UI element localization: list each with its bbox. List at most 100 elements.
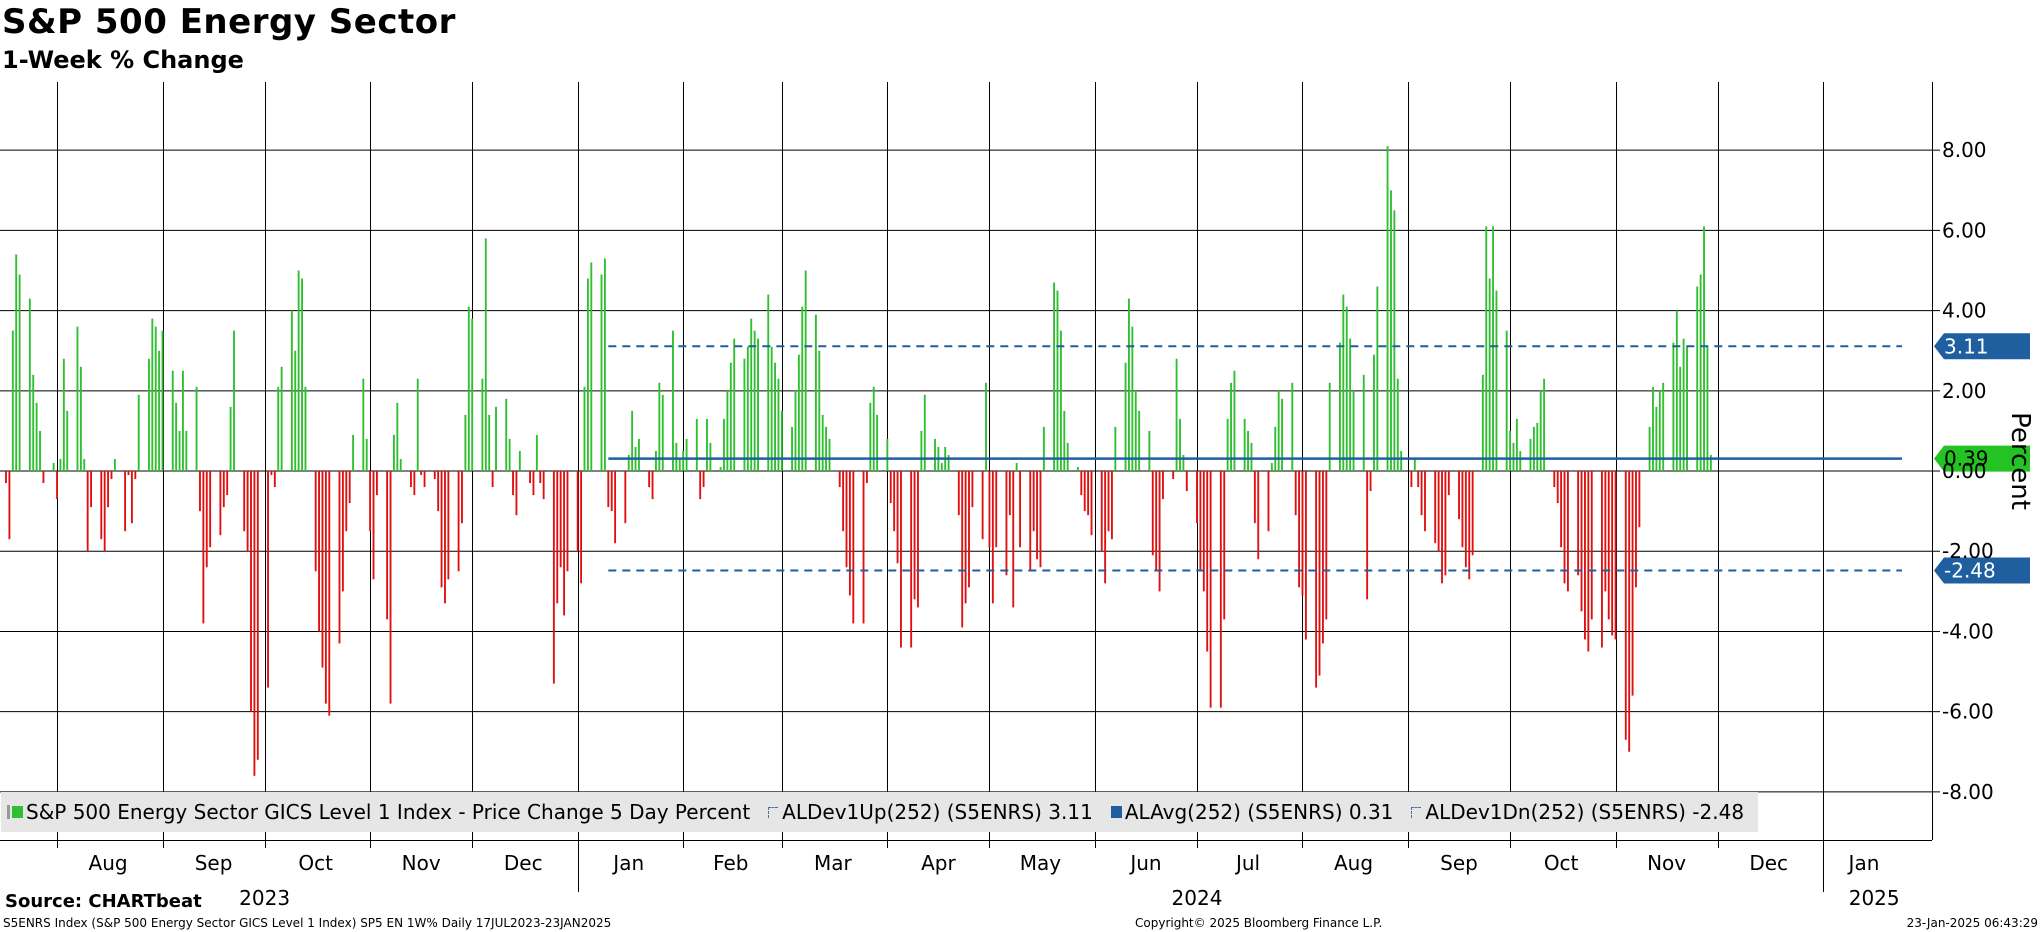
bar: [1393, 210, 1396, 472]
bar: [774, 362, 776, 472]
legend-item-avg[interactable]: ALAvg(252) (S5ENRS) 0.31: [1110, 800, 1393, 824]
bar: [845, 471, 848, 568]
bar: [1342, 294, 1345, 472]
bar: [1675, 310, 1678, 472]
bar: [79, 366, 82, 472]
bar: [719, 467, 722, 472]
y-tick-label: 4.00: [1942, 299, 1987, 323]
bar: [1366, 471, 1369, 600]
bar: [124, 471, 127, 532]
bar: [362, 378, 365, 472]
x-month-label: Aug: [89, 851, 128, 875]
bar: [1199, 471, 1202, 572]
bar: [1005, 471, 1008, 576]
bar: [1158, 471, 1161, 592]
bar: [1536, 422, 1539, 472]
bar: [1032, 471, 1035, 532]
bar: [1328, 382, 1331, 472]
bar: [420, 471, 423, 476]
y-tick-label: -2.00: [1942, 539, 1994, 563]
bar: [100, 471, 103, 540]
bar: [195, 386, 198, 472]
bar: [423, 471, 426, 488]
x-year-label: 2023: [239, 886, 290, 910]
legend-item-dev-down[interactable]: ALDev1Dn(252) (S5ENRS) -2.48: [1411, 800, 1744, 824]
bar: [651, 471, 654, 500]
bar: [1662, 382, 1665, 472]
chart-subtitle: 1-Week % Change: [2, 46, 244, 74]
bar: [365, 438, 368, 472]
bar: [246, 471, 249, 552]
bar: [1437, 471, 1440, 552]
bar: [1304, 471, 1307, 640]
bar: [1373, 354, 1375, 472]
bar-series: [5, 146, 1712, 776]
bar: [1628, 471, 1631, 752]
bar: [767, 294, 770, 472]
bar: [341, 471, 344, 592]
bar: [1202, 471, 1205, 592]
bar: [590, 262, 593, 472]
bar: [1703, 226, 1705, 472]
x-month-label: Jan: [611, 851, 644, 875]
bar: [1281, 398, 1284, 472]
bar: [185, 430, 188, 472]
bar: [1529, 438, 1532, 472]
bar: [1495, 290, 1498, 472]
x-month-label: Sep: [1440, 851, 1478, 875]
x-month-label: Jan: [1847, 851, 1880, 875]
bar: [161, 330, 164, 472]
bar: [706, 418, 708, 472]
bar: [985, 382, 987, 472]
bar: [410, 471, 412, 488]
y-tick-label: 0.00: [1942, 459, 1987, 483]
bar: [277, 386, 280, 472]
bar: [171, 370, 174, 472]
bar: [1611, 471, 1614, 636]
bar: [1321, 471, 1324, 644]
bar: [889, 471, 892, 504]
bar: [1461, 471, 1464, 548]
legend-item-dev-up[interactable]: ALDev1Up(252) (S5ENRS) 3.11: [768, 800, 1093, 824]
bar: [457, 471, 460, 572]
bar: [770, 346, 773, 472]
bar: [539, 471, 542, 484]
bar: [842, 471, 845, 532]
bar: [603, 258, 606, 472]
legend-item-price-change[interactable]: S&P 500 Energy Sector GICS Level 1 Index…: [7, 800, 750, 824]
bar: [648, 471, 651, 488]
bar: [733, 338, 736, 472]
bar: [86, 471, 89, 552]
bar: [552, 471, 555, 684]
y-tick-label: -4.00: [1942, 619, 1994, 643]
chart-title: S&P 500 Energy Sector: [2, 2, 456, 42]
dashed-line-icon: [768, 806, 779, 818]
bar: [1352, 390, 1355, 472]
bar: [988, 471, 991, 548]
bar: [505, 398, 508, 472]
bar: [1039, 471, 1042, 568]
bar: [801, 306, 804, 472]
bar: [920, 430, 923, 472]
bar: [1090, 471, 1093, 536]
legend-label: ALDev1Up(252) (S5ENRS) 3.11: [782, 800, 1093, 824]
bar: [1420, 471, 1423, 516]
bar: [290, 310, 293, 472]
bar: [580, 471, 583, 584]
bar: [583, 386, 586, 472]
bar: [1532, 426, 1535, 472]
bar: [1338, 342, 1341, 472]
y-tick-label: 6.00: [1942, 218, 1987, 242]
bar: [1315, 471, 1318, 688]
bar: [1635, 471, 1637, 588]
bar: [314, 471, 317, 572]
bar: [1318, 471, 1321, 676]
bar: [559, 471, 562, 568]
x-month-label: May: [1020, 851, 1062, 875]
bar: [886, 438, 889, 472]
bar: [1492, 226, 1494, 472]
bar: [1223, 471, 1226, 620]
bar: [869, 402, 872, 472]
bar: [464, 414, 467, 472]
bar: [638, 438, 640, 472]
